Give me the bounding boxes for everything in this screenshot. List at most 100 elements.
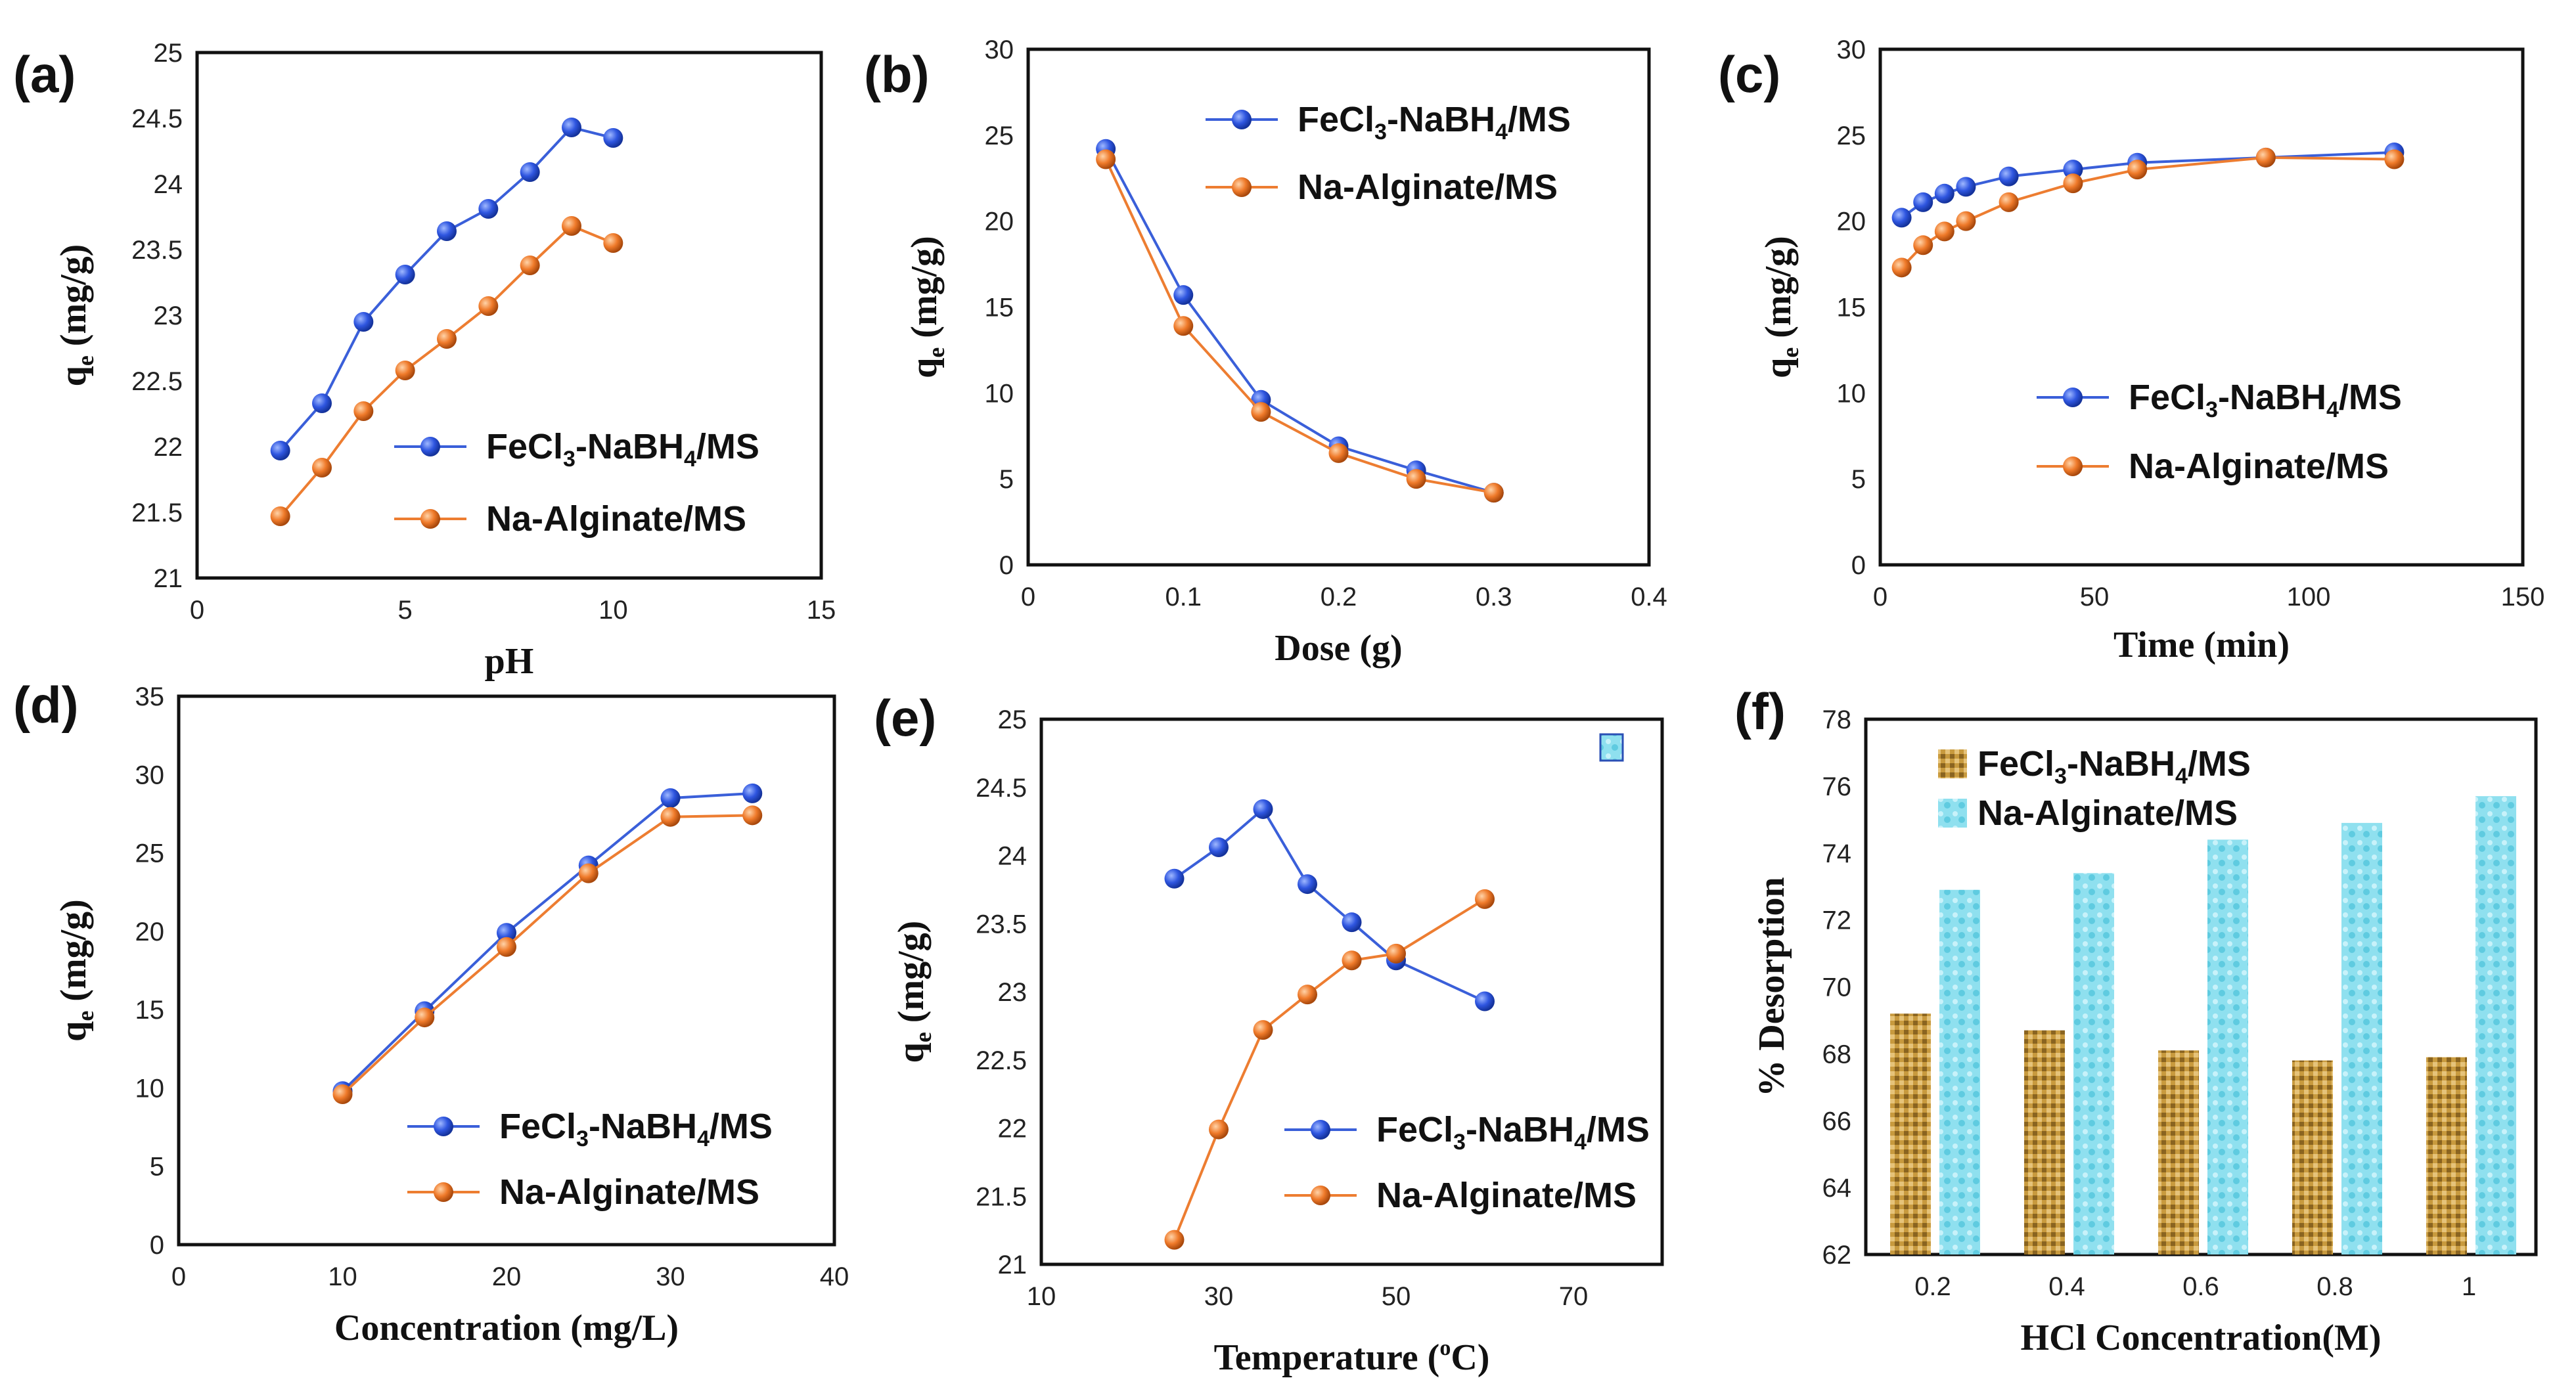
legend-subscript: 3 [1374, 120, 1387, 144]
axis-label-subscript: e [72, 355, 99, 366]
y-tick-label: 78 [1822, 705, 1852, 734]
axis-label-part: Temperature ( [1214, 1337, 1440, 1378]
series-line-alginate [342, 814, 753, 1096]
data-point-fecl3 [1913, 192, 1933, 212]
y-axis-label: % Desorption [1751, 877, 1792, 1096]
data-point-alginate [1328, 443, 1349, 463]
data-point-fecl3 [1173, 285, 1194, 305]
x-tick-label: 0.1 [1165, 583, 1202, 611]
x-tick-label: 0 [171, 1262, 186, 1291]
panel-letter: (c) [1718, 45, 1780, 103]
y-tick-label: 70 [1822, 973, 1852, 1002]
legend-label-fecl3: FeCl3-NaBH4/MS [486, 427, 759, 472]
axis-label-subscript: e [1777, 347, 1803, 358]
stray-marker-icon [1599, 733, 1624, 762]
legend-marker-blue [420, 437, 440, 456]
y-tick-label: 21.5 [131, 499, 183, 527]
data-point-alginate [578, 863, 599, 883]
axis-label-part: pH [485, 641, 534, 682]
data-point-alginate [1475, 889, 1495, 909]
x-tick-label: 20 [492, 1262, 522, 1291]
data-point-fecl3 [395, 265, 415, 284]
x-axis-label: HCl Concentration(M) [2020, 1318, 2381, 1358]
legend-text-part: /MS [1508, 100, 1571, 139]
y-tick-label: 21 [154, 564, 183, 593]
data-point-alginate [1956, 211, 1976, 231]
data-point-alginate [497, 937, 516, 957]
y-tick-label: 23 [154, 301, 183, 330]
y-tick-label: 22.5 [976, 1046, 1027, 1075]
legend-marker-orange [434, 1182, 453, 1202]
chart-panel-e: (e) 21 21.5 22 22.5 23 23.5 24 24.5 25 qe (mg/g) Te… [874, 689, 1664, 1378]
y-axis-label: qe (mg/g) [53, 899, 99, 1042]
axis-label-subscript: e [72, 1011, 99, 1021]
bar-alginate [2073, 873, 2114, 1255]
y-tick-label: 21 [998, 1251, 1028, 1279]
x-tick-label: 0 [190, 596, 204, 625]
legend-marker-orange [1311, 1186, 1330, 1205]
legend-marker-blue [434, 1117, 453, 1136]
series-line-alginate [1901, 156, 2395, 269]
data-point-alginate [2127, 160, 2148, 180]
bar-fecl3 [2426, 1057, 2467, 1255]
bar-fecl3 [2292, 1060, 2333, 1255]
y-tick-label: 62 [1822, 1241, 1852, 1270]
y-tick-label: 21.5 [976, 1182, 1027, 1211]
legend-label-alginate: Na-Alginate/MS [486, 499, 746, 539]
legend-text-part: -NaBH [2218, 378, 2326, 417]
y-tick-label: 25 [998, 705, 1028, 734]
data-point-alginate [562, 216, 581, 236]
x-tick-label: 50 [2080, 583, 2110, 611]
data-point-fecl3 [1298, 874, 1317, 895]
axis-label-part: (mg/g) [53, 244, 94, 356]
plot-frame [1878, 47, 2525, 567]
data-point-fecl3 [1342, 912, 1362, 933]
y-tick-label: 5 [999, 465, 1014, 494]
x-axis-label: Dose (g) [1275, 628, 1402, 669]
legend-subscript: 3 [576, 1126, 589, 1151]
data-point-alginate [603, 233, 623, 253]
data-point-fecl3 [603, 128, 623, 148]
axis-label-part: C) [1451, 1337, 1489, 1378]
series-line-fecl3 [342, 791, 753, 1092]
legend-marker-orange [1232, 177, 1252, 197]
legend-text-part: -NaBH [589, 1107, 697, 1146]
legend-label-alginate: Na-Alginate/MS [1298, 167, 1558, 207]
chart-panel-a: (a) 21 21.5 22 22.5 23 23.5 24 24.5 25 qe (mg/g) pH… [13, 39, 836, 682]
legend-marker-blue [1232, 110, 1252, 129]
legend-marker-orange [420, 509, 440, 529]
plot-frame [1026, 47, 1651, 567]
axis-label-part: Concentration (mg/L) [334, 1308, 679, 1348]
y-tick-label: 30 [985, 35, 1014, 64]
legend-label-alginate: Na-Alginate/MS [1977, 793, 2238, 833]
data-point-alginate [437, 329, 457, 349]
y-tick-label: 15 [985, 294, 1014, 322]
data-point-fecl3 [1209, 837, 1229, 858]
y-tick-label: 5 [1851, 465, 1866, 494]
y-tick-label: 0 [1851, 551, 1866, 580]
legend-text-part: Na-Alginate/MS [2129, 447, 2389, 486]
y-tick-label: 22.5 [131, 367, 183, 396]
axis-label-part: Dose (g) [1275, 628, 1402, 669]
data-point-fecl3 [2063, 160, 2083, 180]
x-tick-label: 0.4 [1631, 583, 1667, 611]
axis-label-part: (mg/g) [891, 921, 932, 1033]
x-tick-label: 0.2 [1914, 1272, 1951, 1301]
data-point-alginate [2255, 147, 2276, 167]
axis-label-part: (mg/g) [53, 899, 94, 1011]
data-point-alginate [1253, 1020, 1273, 1040]
y-tick-label: 23 [998, 978, 1028, 1007]
x-tick-label: 10 [328, 1262, 357, 1291]
bar-fecl3 [2024, 1030, 2065, 1255]
axis-label-part: q [904, 358, 945, 378]
legend-text-part: FeCl [1298, 100, 1374, 139]
axis-label-part: q [891, 1042, 932, 1063]
data-point-alginate [332, 1084, 353, 1104]
data-point-alginate [270, 506, 290, 526]
x-tick-label: 0.8 [2316, 1272, 2353, 1301]
y-tick-label: 15 [135, 996, 165, 1025]
x-tick-label: 0.6 [2182, 1272, 2219, 1301]
series-line-alginate [1104, 158, 1495, 495]
data-point-alginate [353, 401, 374, 421]
